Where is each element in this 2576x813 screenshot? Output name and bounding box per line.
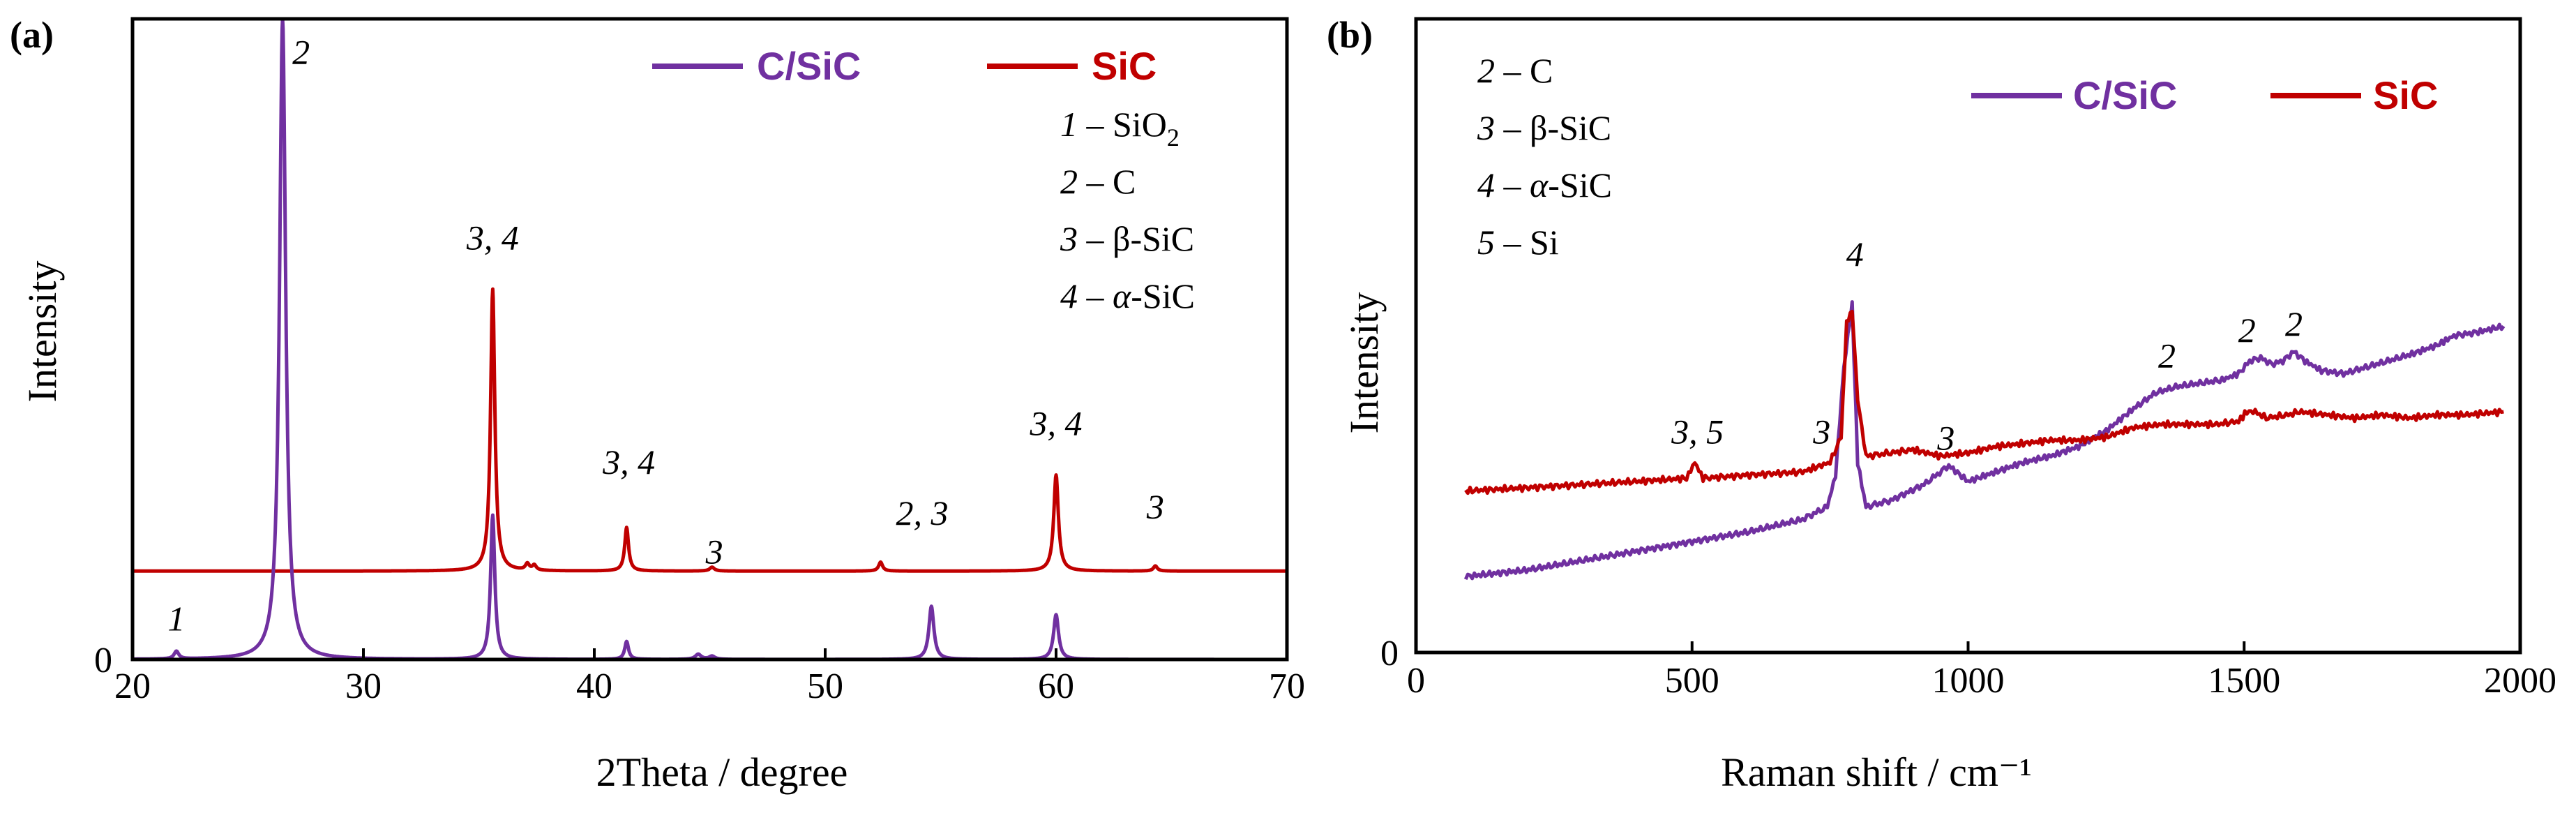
x-tick-label: 30 bbox=[345, 666, 382, 706]
peak-annotation: 3 bbox=[705, 532, 723, 571]
panel-b-xlabel: Raman shift / cm⁻¹ bbox=[1721, 749, 2032, 795]
legend-label-c-sic: C/SiC bbox=[757, 44, 861, 88]
panel-a-xlabel: 2Theta / degree bbox=[596, 749, 848, 795]
phase-legend-entry: 4 – α-SiC bbox=[1477, 165, 1612, 204]
panel-a-y-ticks: 0 bbox=[94, 641, 112, 680]
legend-label-sic: SiC bbox=[2373, 73, 2438, 117]
x-tick-label: 70 bbox=[1269, 666, 1305, 706]
phase-number: 1 bbox=[1060, 105, 1078, 144]
phase-legend-entry: 3 – β-SiC bbox=[1060, 219, 1194, 258]
panel-a-ylabel: Intensity bbox=[20, 261, 65, 403]
phase-separator: – bbox=[1078, 219, 1113, 258]
phase-number: 5 bbox=[1477, 223, 1495, 262]
phase-separator: – bbox=[1495, 223, 1530, 262]
x-tick-label: 40 bbox=[576, 666, 612, 706]
x-tick-label: 0 bbox=[1407, 661, 1425, 701]
panel-b-legend: C/SiC SiC bbox=[1971, 73, 2438, 117]
phase-polytype: α bbox=[1113, 276, 1132, 315]
peak-annotation: 2 bbox=[2158, 336, 2176, 375]
y-tick-label: 0 bbox=[94, 641, 112, 680]
peak-annotation: 3 bbox=[1936, 418, 1954, 457]
panel-b-plot-area bbox=[1463, 300, 2506, 581]
peak-annotation: 3, 4 bbox=[466, 218, 519, 257]
phase-legend-entry: 2 – C bbox=[1477, 51, 1553, 90]
panel-b-x-ticks: 0 500 1000 1500 2000 bbox=[1407, 641, 2556, 701]
panel-a-label: (a) bbox=[10, 14, 54, 56]
phase-polytype: α bbox=[1530, 165, 1549, 204]
panel-a-annotations: 1 2 3, 4 3, 4 3 2, 3 3, 4 3 bbox=[167, 32, 1163, 638]
phase-number: 4 bbox=[1060, 276, 1078, 315]
peak-annotation: 3, 4 bbox=[602, 442, 655, 482]
phase-legend-entry: 2 – C bbox=[1060, 162, 1136, 201]
phase-number: 3 bbox=[1477, 108, 1495, 147]
phase-legend-entry: 5 – Si bbox=[1477, 223, 1559, 262]
series-line-c-sic bbox=[1463, 300, 2506, 581]
peak-annotation: 2, 3 bbox=[896, 493, 949, 532]
phase-separator: – bbox=[1495, 108, 1530, 147]
x-tick-label: 2000 bbox=[2484, 661, 2556, 701]
phase-separator: – bbox=[1078, 276, 1113, 315]
peak-annotation: 3 bbox=[1146, 487, 1164, 526]
peak-annotation: 2 bbox=[2238, 311, 2256, 350]
peak-annotation: 2 bbox=[292, 32, 310, 71]
peak-annotation: 3, 4 bbox=[1030, 404, 1083, 443]
x-tick-label: 1500 bbox=[2208, 661, 2280, 701]
peak-annotation: 2 bbox=[2285, 304, 2303, 343]
x-tick-label: 20 bbox=[114, 666, 151, 706]
legend-label-sic: SiC bbox=[1092, 44, 1157, 88]
peak-annotation: 3, 5 bbox=[1671, 412, 1724, 451]
peak-annotation: 3 bbox=[1812, 412, 1830, 451]
phase-name: SiO bbox=[1113, 105, 1167, 144]
peak-annotation: 4 bbox=[1846, 234, 1864, 274]
series-line-sic bbox=[131, 287, 1288, 573]
y-tick-label: 0 bbox=[1380, 634, 1399, 673]
panel-a-frame bbox=[130, 17, 1289, 662]
phase-separator: – bbox=[1078, 105, 1113, 144]
panel-b-raman-chart: (b) Intensity Raman shift / cm⁻¹ 0 500 100… bbox=[1327, 14, 2556, 795]
x-tick-label: 1000 bbox=[1932, 661, 2005, 701]
phase-name: C bbox=[1530, 51, 1553, 90]
phase-subscript: 2 bbox=[1167, 124, 1180, 151]
series-line-sic bbox=[1464, 309, 2504, 495]
phase-name: β-SiC bbox=[1113, 219, 1194, 258]
panel-b-label: (b) bbox=[1327, 14, 1373, 56]
phase-name: -SiC bbox=[1548, 165, 1612, 204]
panel-a-xrd-chart: (a) Intensity 2Theta / degree 20 30 40 50 60… bbox=[10, 14, 1305, 795]
phase-separator: – bbox=[1495, 51, 1530, 90]
phase-legend-entry: 1 – SiO2 bbox=[1060, 105, 1180, 151]
phase-number: 3 bbox=[1060, 219, 1078, 258]
phase-number: 2 bbox=[1060, 162, 1078, 201]
phase-number: 2 bbox=[1477, 51, 1495, 90]
phase-name: Si bbox=[1530, 223, 1559, 262]
panel-a-legend: C/SiC SiC bbox=[652, 44, 1157, 88]
phase-legend-entry: 4 – α-SiC bbox=[1060, 276, 1195, 315]
panel-a-x-ticks: 20 30 40 50 60 70 bbox=[114, 648, 1305, 706]
panel-b-y-ticks: 0 bbox=[1380, 634, 1399, 673]
x-tick-label: 50 bbox=[807, 666, 843, 706]
panel-b-ylabel: Intensity bbox=[1341, 292, 1387, 434]
phase-number: 4 bbox=[1477, 165, 1495, 204]
x-tick-label: 500 bbox=[1665, 661, 1719, 701]
phase-name: C bbox=[1113, 162, 1136, 201]
phase-name: -SiC bbox=[1131, 276, 1195, 315]
phase-legend-entry: 3 – β-SiC bbox=[1477, 108, 1611, 147]
x-tick-label: 60 bbox=[1038, 666, 1074, 706]
legend-label-c-sic: C/SiC bbox=[2073, 73, 2177, 117]
phase-separator: – bbox=[1078, 162, 1113, 201]
peak-annotation: 1 bbox=[167, 599, 185, 639]
phase-separator: – bbox=[1495, 165, 1530, 204]
phase-name: β-SiC bbox=[1530, 108, 1611, 147]
